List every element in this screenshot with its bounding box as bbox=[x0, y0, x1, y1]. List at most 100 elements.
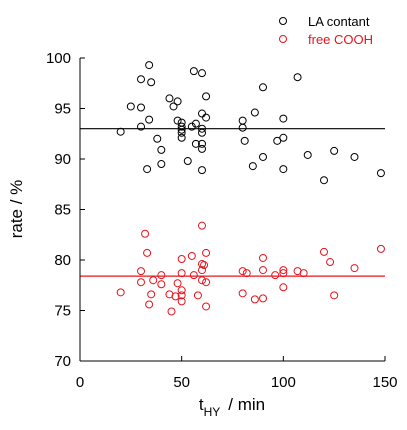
data-point-la-contant bbox=[169, 102, 178, 111]
data-point-la-contant bbox=[198, 124, 206, 133]
data-point-la-contant bbox=[330, 146, 339, 155]
data-point-free-cooh bbox=[173, 279, 182, 288]
data-point-la-contant bbox=[376, 169, 385, 178]
data-point-la-contant bbox=[137, 122, 145, 131]
data-point-la-contant bbox=[173, 97, 182, 106]
data-point-free-cooh bbox=[157, 271, 166, 280]
x-axis-label-subscript: HY bbox=[204, 405, 221, 419]
data-point-la-contant bbox=[191, 139, 200, 148]
data-point-free-cooh bbox=[189, 271, 198, 280]
data-point-la-contant bbox=[198, 166, 206, 175]
data-point-la-contant bbox=[259, 152, 267, 161]
data-point-free-cooh bbox=[202, 248, 211, 257]
y-tick-label: 85 bbox=[54, 202, 71, 219]
data-point-free-cooh bbox=[250, 295, 259, 304]
data-point-free-cooh bbox=[279, 283, 288, 292]
data-point-free-cooh bbox=[167, 307, 176, 316]
data-point-free-cooh bbox=[143, 248, 152, 257]
data-point-la-contant bbox=[143, 165, 152, 174]
data-point-free-cooh bbox=[171, 292, 180, 301]
data-point-la-contant bbox=[320, 176, 328, 185]
data-point-free-cooh bbox=[279, 266, 288, 275]
x-axis-label-rest: / min bbox=[228, 395, 265, 414]
data-point-free-cooh bbox=[200, 261, 209, 270]
data-point-la-contant bbox=[198, 144, 206, 153]
data-point-free-cooh bbox=[238, 267, 247, 276]
data-point-la-contant bbox=[248, 162, 257, 171]
data-point-free-cooh bbox=[376, 244, 385, 253]
data-point-la-contant bbox=[177, 128, 186, 137]
data-point-la-contant bbox=[145, 115, 154, 124]
y-tick-label: 75 bbox=[54, 303, 71, 320]
data-point-la-contant bbox=[279, 133, 288, 142]
ticks: 0 50 100 150 70 75 80 85 90 95 100 bbox=[46, 50, 398, 391]
data-point-la-contant bbox=[177, 122, 186, 131]
data-point-free-cooh bbox=[330, 291, 339, 300]
data-point-free-cooh bbox=[279, 269, 288, 278]
data-point-free-cooh bbox=[299, 269, 308, 278]
x-axis-label-main: t bbox=[199, 395, 204, 414]
data-point-la-contant bbox=[238, 116, 247, 125]
data-point-la-contant bbox=[147, 78, 156, 87]
legend-item-la-contant: LA contant bbox=[279, 14, 370, 29]
data-point-la-contant bbox=[198, 69, 206, 78]
data-point-free-cooh bbox=[238, 289, 247, 298]
data-point-la-contant bbox=[137, 103, 145, 112]
data-point-la-contant bbox=[157, 160, 166, 169]
data-point-free-cooh bbox=[177, 254, 186, 263]
data-point-free-cooh bbox=[141, 229, 150, 238]
data-point-la-contant bbox=[198, 109, 206, 118]
data-point-free-cooh bbox=[145, 300, 154, 309]
data-point-free-cooh bbox=[320, 247, 328, 256]
data-point-free-cooh bbox=[259, 253, 267, 262]
data-point-la-contant bbox=[177, 125, 186, 134]
x-tick-label: 50 bbox=[173, 374, 190, 391]
y-axis-label: rate / % bbox=[7, 180, 26, 239]
plot-area bbox=[80, 61, 385, 316]
legend-marker-la-contant bbox=[279, 17, 287, 25]
legend-marker-free-cooh bbox=[279, 35, 287, 43]
data-point-free-cooh bbox=[187, 251, 196, 260]
y-tick-label: 95 bbox=[54, 101, 71, 118]
data-point-la-contant bbox=[177, 118, 186, 127]
y-tick-label: 70 bbox=[54, 353, 71, 370]
data-point-free-cooh bbox=[202, 302, 211, 311]
y-tick-label: 80 bbox=[54, 252, 71, 269]
data-point-free-cooh bbox=[193, 291, 202, 300]
data-point-free-cooh bbox=[271, 271, 280, 280]
data-point-free-cooh bbox=[350, 264, 359, 273]
legend-item-free-cooh: free COOH bbox=[279, 32, 373, 47]
data-point-free-cooh bbox=[326, 258, 335, 267]
data-point-free-cooh bbox=[137, 278, 145, 287]
data-point-free-cooh bbox=[198, 276, 206, 285]
data-point-la-contant bbox=[145, 61, 154, 70]
data-point-la-contant bbox=[250, 108, 259, 117]
data-point-la-contant bbox=[279, 114, 288, 123]
x-axis-label: tHY / min bbox=[199, 395, 265, 419]
data-point-free-cooh bbox=[157, 280, 166, 289]
data-point-free-cooh bbox=[177, 269, 186, 278]
x-tick-label: 100 bbox=[271, 374, 296, 391]
data-point-la-contant bbox=[198, 139, 206, 148]
data-point-la-contant bbox=[153, 134, 162, 143]
data-point-free-cooh bbox=[198, 221, 206, 230]
data-point-free-cooh bbox=[116, 288, 125, 297]
legend-label-la-contant: LA contant bbox=[308, 14, 370, 29]
data-point-la-contant bbox=[177, 133, 186, 142]
data-point-free-cooh bbox=[259, 266, 267, 275]
data-point-free-cooh bbox=[202, 278, 211, 287]
data-point-la-contant bbox=[259, 83, 267, 92]
data-point-free-cooh bbox=[149, 276, 158, 285]
data-point-free-cooh bbox=[137, 267, 145, 276]
legend: LA contant free COOH bbox=[279, 14, 373, 47]
data-point-la-contant bbox=[293, 73, 302, 82]
legend-label-free-cooh: free COOH bbox=[308, 32, 373, 47]
data-point-la-contant bbox=[202, 113, 211, 122]
data-point-la-contant bbox=[198, 128, 206, 137]
y-tick-label: 100 bbox=[46, 50, 71, 67]
data-point-free-cooh bbox=[177, 297, 186, 306]
data-point-la-contant bbox=[191, 119, 200, 128]
x-tick-label: 150 bbox=[372, 374, 397, 391]
data-point-la-contant bbox=[126, 102, 135, 111]
